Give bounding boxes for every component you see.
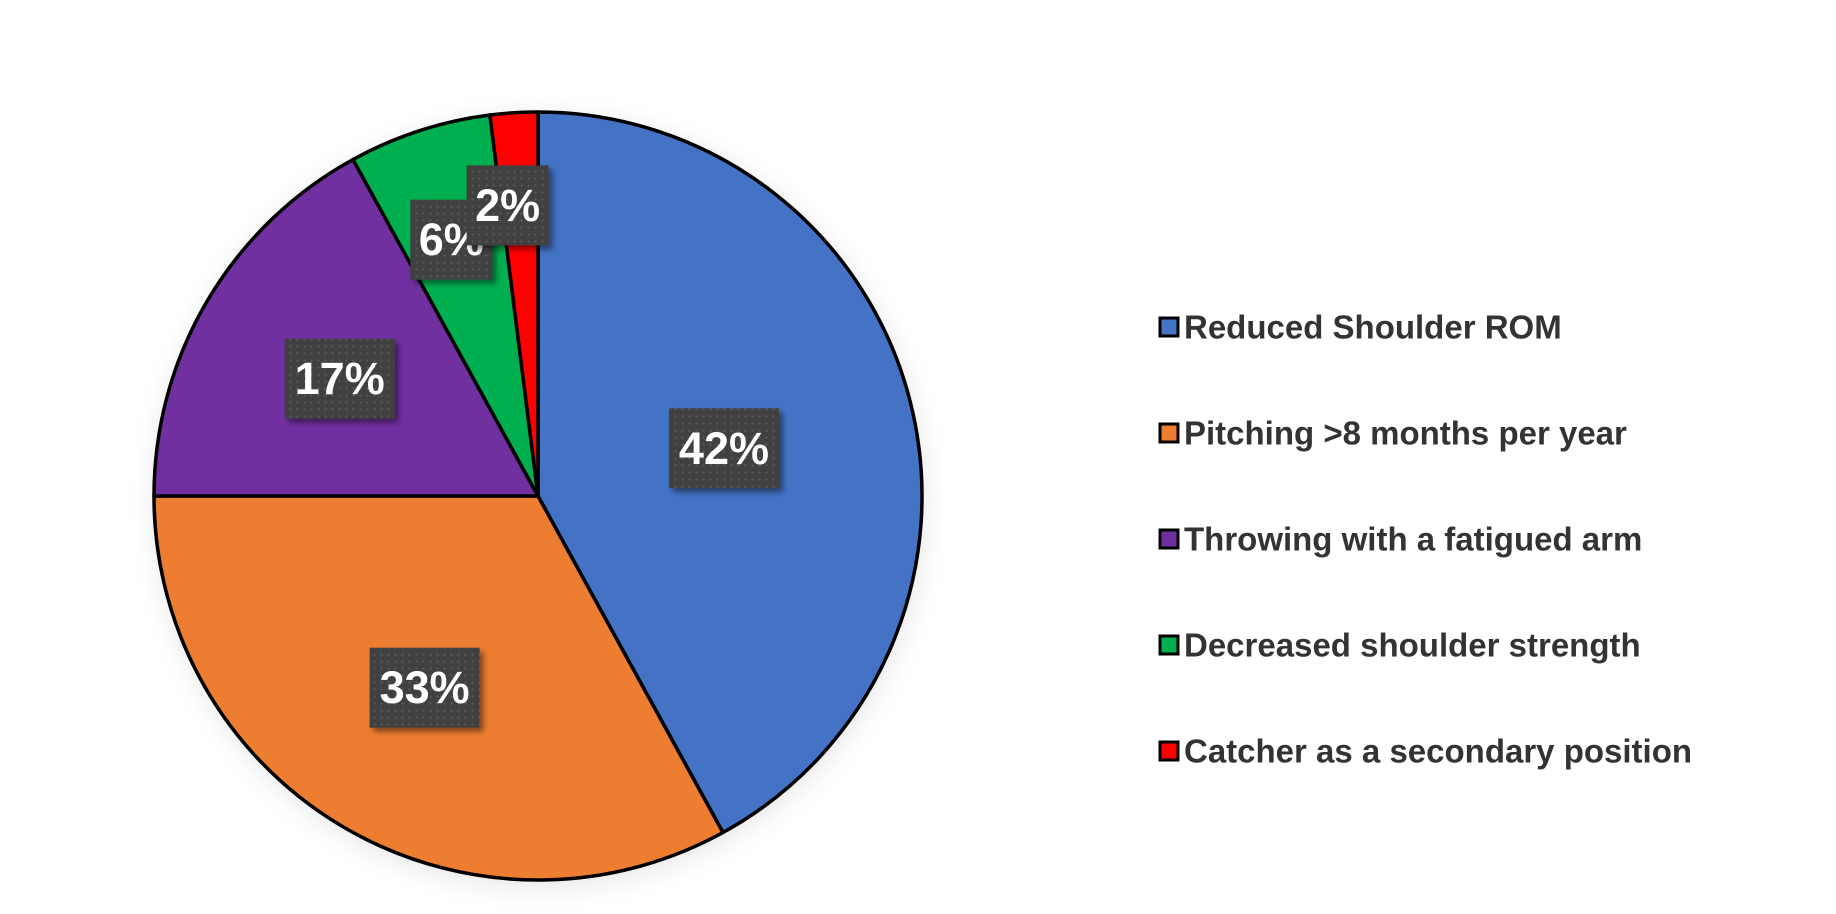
legend-item-pitching-8-months-per-year: Pitching >8 months per year bbox=[1158, 415, 1627, 452]
data-label-reduced-shoulder-rom: 42% bbox=[668, 408, 779, 489]
legend-swatch bbox=[1158, 528, 1180, 550]
data-label-catcher-as-a-secondary-position: 2% bbox=[466, 165, 549, 246]
legend-swatch bbox=[1158, 634, 1180, 656]
data-label-text: 42% bbox=[679, 423, 769, 474]
data-label-box bbox=[466, 165, 549, 246]
data-label-box bbox=[668, 408, 779, 489]
data-label-text: 33% bbox=[380, 662, 470, 713]
legend-swatch bbox=[1158, 740, 1180, 762]
legend-label: Reduced Shoulder ROM bbox=[1184, 309, 1562, 346]
data-label-throwing-with-a-fatigued-arm: 17% bbox=[284, 338, 395, 419]
legend-label: Catcher as a secondary position bbox=[1184, 733, 1692, 770]
legend-item-catcher-as-a-secondary-position: Catcher as a secondary position bbox=[1158, 733, 1692, 770]
legend-label: Pitching >8 months per year bbox=[1184, 415, 1627, 452]
data-label-box bbox=[369, 647, 480, 728]
pie-slice-throwing-with-a-fatigued-arm bbox=[152, 157, 540, 498]
legend: Reduced Shoulder ROM Pitching >8 months p… bbox=[1158, 309, 1692, 770]
legend-label: Decreased shoulder strength bbox=[1184, 627, 1641, 664]
data-label-pitching-8-months-per-year: 33% bbox=[369, 647, 480, 728]
legend-item-decreased-shoulder-strength: Decreased shoulder strength bbox=[1158, 627, 1641, 664]
pie-data-labels: 42%33%17%6%2% bbox=[284, 165, 779, 728]
legend-swatch bbox=[1158, 422, 1180, 444]
legend-label: Throwing with a fatigued arm bbox=[1184, 521, 1642, 558]
data-label-text: 2% bbox=[475, 180, 540, 231]
data-label-text: 17% bbox=[295, 353, 385, 404]
legend-swatch bbox=[1158, 316, 1180, 338]
legend-item-throwing-with-a-fatigued-arm: Throwing with a fatigued arm bbox=[1158, 521, 1642, 558]
legend-item-reduced-shoulder-rom: Reduced Shoulder ROM bbox=[1158, 309, 1562, 346]
data-label-box bbox=[284, 338, 395, 419]
